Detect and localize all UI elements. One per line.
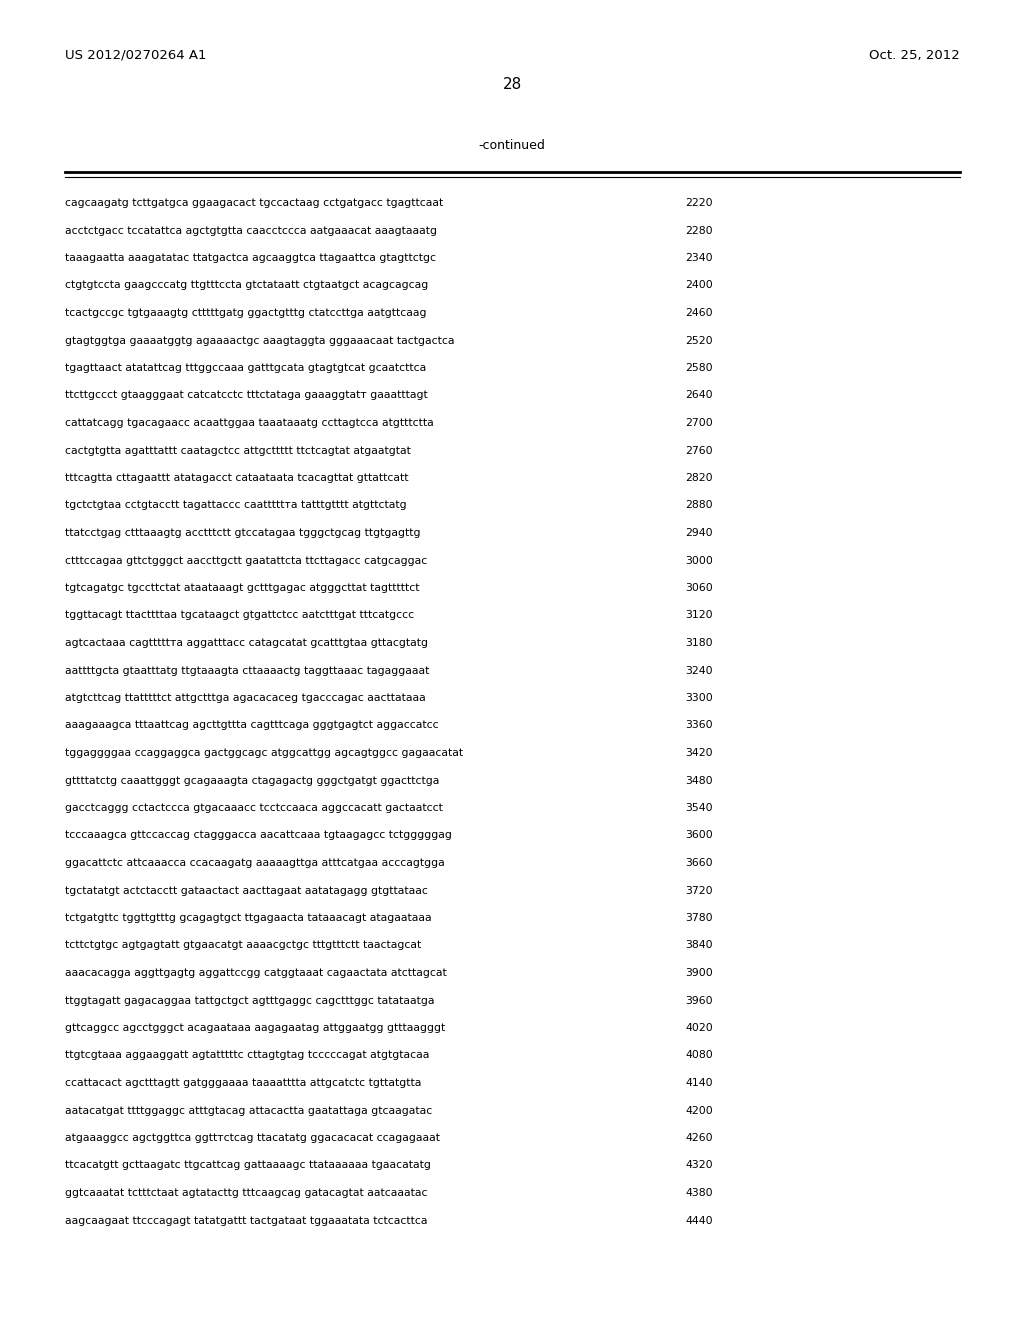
Text: 2820: 2820 — [685, 473, 713, 483]
Text: 4380: 4380 — [685, 1188, 713, 1199]
Text: tgctatatgt actctacctt gataactact aacttagaat aatatagagg gtgttataac: tgctatatgt actctacctt gataactact aacttag… — [65, 886, 428, 895]
Text: 2520: 2520 — [685, 335, 713, 346]
Text: ttgtcgtaaa aggaaggatt agtatttttc cttagtgtag tcccccagat atgtgtacaa: ttgtcgtaaa aggaaggatt agtatttttc cttagtg… — [65, 1051, 429, 1060]
Text: agtcactaaa cagtttttта aggatttacc catagcatat gcatttgtaa gttacgtatg: agtcactaaa cagtttttта aggatttacc catagca… — [65, 638, 428, 648]
Text: 3900: 3900 — [685, 968, 713, 978]
Text: US 2012/0270264 A1: US 2012/0270264 A1 — [65, 49, 207, 62]
Text: 3720: 3720 — [685, 886, 713, 895]
Text: tttcagttа cttagaattt atatagacct cataataata tcacagttat gttattcatt: tttcagttа cttagaattt atatagacct cataataa… — [65, 473, 409, 483]
Text: tgtcagatgc tgccttctat ataataaagt gctttgagac atgggcttat tagtttttct: tgtcagatgc tgccttctat ataataaagt gctttga… — [65, 583, 420, 593]
Text: 3480: 3480 — [685, 776, 713, 785]
Text: taaagaatta aaagatatac ttatgactca agcaaggtca ttagaattca gtagttctgc: taaagaatta aaagatatac ttatgactca agcaagg… — [65, 253, 436, 263]
Text: ctgtgtccta gaagcccatg ttgtttccta gtctataatt ctgtaatgct acagcagcag: ctgtgtccta gaagcccatg ttgtttccta gtctata… — [65, 281, 428, 290]
Text: 4440: 4440 — [685, 1216, 713, 1225]
Text: 2340: 2340 — [685, 253, 713, 263]
Text: 2220: 2220 — [685, 198, 713, 209]
Text: gtagtggtga gaaaatggtg agaaaactgc aaagtaggta gggaaacaat tactgactca: gtagtggtga gaaaatggtg agaaaactgc aaagtag… — [65, 335, 455, 346]
Text: tcccaaagca gttccaccag ctagggacca aacattcaaa tgtaagagcc tctgggggag: tcccaaagca gttccaccag ctagggacca aacattc… — [65, 830, 452, 841]
Text: 4320: 4320 — [685, 1160, 713, 1171]
Text: ttcacatgtt gcttaagatc ttgcattcag gattaaaagc ttataaaaaa tgaacatatg: ttcacatgtt gcttaagatc ttgcattcag gattaaa… — [65, 1160, 431, 1171]
Text: ggtcaaatat tctttctaat agtatacttg tttcaagcag gatacagtat aatcaaatac: ggtcaaatat tctttctaat agtatacttg tttcaag… — [65, 1188, 427, 1199]
Text: Oct. 25, 2012: Oct. 25, 2012 — [869, 49, 961, 62]
Text: 3420: 3420 — [685, 748, 713, 758]
Text: 4260: 4260 — [685, 1133, 713, 1143]
Text: ttcttgccct gtaagggaat catcatcctc tttctataga gaaaggtatт gaaatttagt: ttcttgccct gtaagggaat catcatcctc tttctat… — [65, 391, 428, 400]
Text: 2280: 2280 — [685, 226, 713, 235]
Text: 2940: 2940 — [685, 528, 713, 539]
Text: 4140: 4140 — [685, 1078, 713, 1088]
Text: 3180: 3180 — [685, 638, 713, 648]
Text: 2460: 2460 — [685, 308, 713, 318]
Text: 2760: 2760 — [685, 446, 713, 455]
Text: tcttctgtgc agtgagtatt gtgaacatgt aaaacgctgc tttgtttctt taactagcat: tcttctgtgc agtgagtatt gtgaacatgt aaaacgc… — [65, 940, 421, 950]
Text: cattatcagg tgacagaacc acaattggaa taaataaatg ccttagtcca atgtttctta: cattatcagg tgacagaacc acaattggaa taaataa… — [65, 418, 434, 428]
Text: aaacacagga aggttgagtg aggattccgg catggtaaat cagaactata atcttagcat: aaacacagga aggttgagtg aggattccgg catggta… — [65, 968, 446, 978]
Text: 3000: 3000 — [685, 556, 713, 565]
Text: atgaaaggcc agctggttca ggttтctcag ttacatatg ggacacacat ccagagaaat: atgaaaggcc agctggttca ggttтctcag ttacata… — [65, 1133, 440, 1143]
Text: 3840: 3840 — [685, 940, 713, 950]
Text: tctgatgttc tggttgtttg gcagagtgct ttgagaacta tataaacagt atagaataaa: tctgatgttc tggttgtttg gcagagtgct ttgagaa… — [65, 913, 432, 923]
Text: ttatcctgag ctttaaagtg acctttctt gtccatagaa tgggctgcag ttgtgagttg: ttatcctgag ctttaaagtg acctttctt gtccatag… — [65, 528, 421, 539]
Text: tggaggggaa ccaggaggca gactggcagc atggcattgg agcagtggcc gagaacatat: tggaggggaa ccaggaggca gactggcagc atggcat… — [65, 748, 463, 758]
Text: aaagaaagca tttaattcag agcttgttta cagtttcaga gggtgagtct aggaccatcc: aaagaaagca tttaattcag agcttgttta cagtttc… — [65, 721, 438, 730]
Text: tgagttaact atatattcag tttggccaaa gatttgcata gtagtgtcat gcaatcttca: tgagttaact atatattcag tttggccaaa gatttgc… — [65, 363, 426, 374]
Text: 3660: 3660 — [685, 858, 713, 869]
Text: gacctcaggg cctactccca gtgacaaacc tcctccaaca aggccacatt gactaatcct: gacctcaggg cctactccca gtgacaaacc tcctcca… — [65, 803, 442, 813]
Text: gttcaggcc agcctgggct acagaataaa aagagaatag attggaatgg gtttaagggt: gttcaggcc agcctgggct acagaataaa aagagaat… — [65, 1023, 445, 1034]
Text: 3240: 3240 — [685, 665, 713, 676]
Text: 3600: 3600 — [685, 830, 713, 841]
Text: 4020: 4020 — [685, 1023, 713, 1034]
Text: 3540: 3540 — [685, 803, 713, 813]
Text: atgtcttcag ttatttttct attgctttga agacacaceg tgacccagac aacttataaa: atgtcttcag ttatttttct attgctttga agacaca… — [65, 693, 426, 704]
Text: 3060: 3060 — [685, 583, 713, 593]
Text: aagcaagaat ttcccagagt tatatgattt tactgataat tggaaatata tctcacttca: aagcaagaat ttcccagagt tatatgattt tactgat… — [65, 1216, 427, 1225]
Text: 3780: 3780 — [685, 913, 713, 923]
Text: cactgtgtta agatttattt caatagctcc attgcttttt ttctcagtat atgaatgtat: cactgtgtta agatttattt caatagctcc attgctt… — [65, 446, 411, 455]
Text: ttggtagatt gagacaggaa tattgctgct agtttgaggc cagctttggc tatataatga: ttggtagatt gagacaggaa tattgctgct agtttga… — [65, 995, 434, 1006]
Text: 2580: 2580 — [685, 363, 713, 374]
Text: 4080: 4080 — [685, 1051, 713, 1060]
Text: 2700: 2700 — [685, 418, 713, 428]
Text: ggacattctc attcaaacca ccacaagatg aaaaagttga atttcatgaa acccagtgga: ggacattctc attcaaacca ccacaagatg aaaaagt… — [65, 858, 444, 869]
Text: 4200: 4200 — [685, 1106, 713, 1115]
Text: 3960: 3960 — [685, 995, 713, 1006]
Text: gttttatctg caaattgggt gcagaaagtа ctagagactg gggctgatgt ggacttctga: gttttatctg caaattgggt gcagaaagtа ctagaga… — [65, 776, 439, 785]
Text: 2880: 2880 — [685, 500, 713, 511]
Text: aattttgcta gtaatttatg ttgtaaagtа cttaaaactg taggttaaac tagaggaaat: aattttgcta gtaatttatg ttgtaaagtа cttaaaa… — [65, 665, 429, 676]
Text: tcactgccgc tgtgaaagtg ctttttgatg ggactgtttg ctatccttga aatgttcaag: tcactgccgc tgtgaaagtg ctttttgatg ggactgt… — [65, 308, 427, 318]
Text: tgctctgtaa cctgtacctt tagattaccc caatttttта tatttgtttt atgttctatg: tgctctgtaa cctgtacctt tagattaccc caatttt… — [65, 500, 407, 511]
Text: cagcaagatg tcttgatgca ggaagacact tgccactaag cctgatgacc tgagttcaat: cagcaagatg tcttgatgca ggaagacact tgccact… — [65, 198, 443, 209]
Text: aatacatgat ttttggaggc atttgtacag attacactta gaatattaga gtcaagatac: aatacatgat ttttggaggc atttgtacag attacac… — [65, 1106, 432, 1115]
Text: ctttccagaa gttctgggct aaccttgctt gaatattcta ttcttagacc catgcaggac: ctttccagaa gttctgggct aaccttgctt gaatatt… — [65, 556, 427, 565]
Text: 2400: 2400 — [685, 281, 713, 290]
Text: 3360: 3360 — [685, 721, 713, 730]
Text: tggttacagt ttacttttaa tgcataagct gtgattctcc aatctttgat tttcatgccc: tggttacagt ttacttttaa tgcataagct gtgattc… — [65, 610, 414, 620]
Text: 2640: 2640 — [685, 391, 713, 400]
Text: 3300: 3300 — [685, 693, 713, 704]
Text: acctctgacc tccatattca agctgtgtta caacctccca aatgaaacat aaagtaaatg: acctctgacc tccatattca agctgtgtta caacctc… — [65, 226, 437, 235]
Text: -continued: -continued — [478, 139, 546, 152]
Text: 3120: 3120 — [685, 610, 713, 620]
Text: ccattacact agctttagtt gatgggaaaa taaaatttta attgcatctc tgttatgtta: ccattacact agctttagtt gatgggaaaa taaaatt… — [65, 1078, 421, 1088]
Text: 28: 28 — [503, 77, 521, 92]
